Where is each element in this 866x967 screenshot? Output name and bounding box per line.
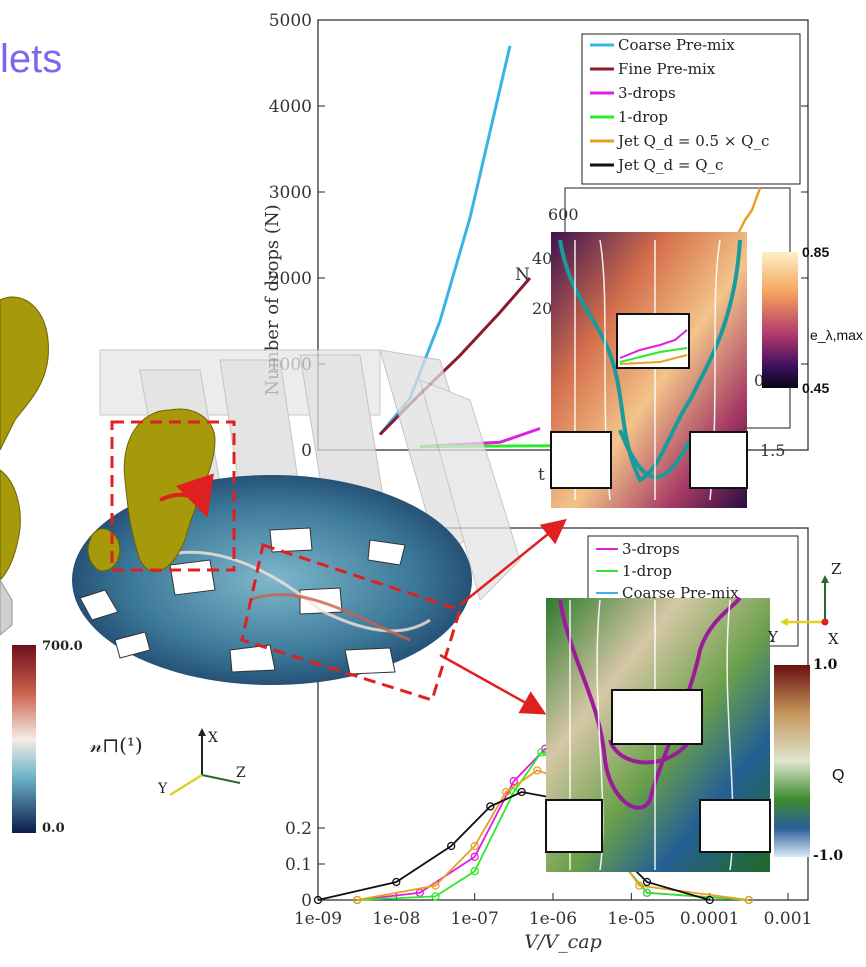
bottom-series-marker [486, 802, 495, 811]
bottom-xtick-label: 1e-07 [451, 909, 499, 929]
droplet-blob [0, 469, 21, 581]
bottom-series-marker [353, 895, 362, 905]
axes-triad-right: Z Y X [767, 560, 841, 648]
colorbar-left-gradient [12, 645, 36, 833]
triad-right-z: Z [831, 560, 841, 578]
bottom-series-marker [744, 895, 753, 905]
field-inset-top [550, 232, 748, 508]
colorbar-right-top-label: e_λ,max [810, 327, 863, 343]
triad-left-y: Y [157, 781, 168, 797]
top-legend-label: 1-drop [618, 108, 668, 126]
bottom-ytick-label: 0 [301, 891, 312, 911]
colorbar-left-min: 0.0 [42, 821, 65, 836]
channel-bar [0, 579, 13, 636]
bottom-xtick-label: 0.0001 [680, 909, 739, 929]
top-legend: Coarse Pre-mix Fine Pre-mix 3-drops 1-drop J… [581, 33, 801, 185]
bottom-series-marker [431, 892, 440, 901]
colorbar-right-bottom-gradient [774, 665, 810, 857]
top-y-label: Number of drops (N) [262, 204, 283, 395]
rotation-arrow [159, 473, 214, 518]
zoom-arrow-top [459, 518, 567, 606]
inset-ytick-600: 600 [548, 205, 579, 224]
zoom-box-left [110, 420, 236, 572]
bottom-xtick-label: 0.001 [764, 909, 813, 929]
colorbar-right-top-min: 0.45 [802, 380, 829, 396]
top-ytick-label: 5000 [269, 11, 312, 31]
bottom-ticks: 1e-09 1e-08 1e-07 1e-06 1e-05 0.0001 0.001 0 0.1… [285, 819, 812, 929]
bottom-ytick-label: 0.1 [285, 855, 312, 875]
colorbar-right-top-gradient [762, 252, 798, 388]
bottom-series-marker [533, 766, 542, 775]
bottom-series-marker [392, 877, 401, 887]
colorbar-right-bottom-min: -1.0 [813, 848, 843, 864]
bottom-series-marker [642, 888, 652, 897]
inset-ytick-20: 20 [532, 299, 552, 318]
bottom-series-marker [635, 881, 644, 890]
bottom-series-marker [313, 895, 323, 905]
bottom-xtick-label: 1e-09 [294, 909, 342, 929]
bottom-series-marker [431, 881, 440, 890]
heading-fragment: lets [0, 37, 62, 81]
droplet-yellow-small [87, 528, 121, 572]
top-ytick-label: 0 [301, 441, 312, 461]
triad-left-x: X [208, 730, 218, 746]
top-ytick-label: 3000 [269, 183, 312, 203]
colorbar-right-bottom: 1.0 -1.0 Q [774, 657, 844, 864]
droplet-blob [0, 296, 49, 451]
bottom-series-marker [705, 895, 714, 905]
colorbar-right-bottom-label: Q [832, 767, 844, 784]
top-legend-label: Fine Pre-mix [618, 60, 716, 78]
bottom-series-marker [470, 867, 479, 876]
triad-right-y: Y [767, 628, 779, 646]
bottom-series-marker [447, 841, 456, 851]
bottom-x-label: V/V_cap [524, 931, 601, 953]
top-legend-label: 3-drops [618, 84, 676, 102]
triad-left-z: Z [236, 765, 246, 781]
top-legend-label: Jet Q_d = Q_c [616, 156, 723, 174]
bottom-xtick-label: 1e-05 [607, 909, 655, 929]
colorbar-right-top: 0.85 0.45 e_λ,max [762, 244, 863, 396]
bottom-xtick-label: 1e-06 [529, 909, 577, 929]
inset-obstacle [611, 689, 703, 745]
bottom-xtick-label: 1e-08 [372, 909, 420, 929]
colorbar-left-label: 𝓃⊓(¹) [90, 733, 143, 757]
inset-jet-half-line [733, 187, 762, 241]
inset-xtick-0: 0 [754, 371, 764, 390]
top-legend-label: Jet Q_d = 0.5 × Q_c [616, 132, 769, 150]
top-ytick-label: 2000 [269, 269, 312, 289]
colorbar-left: 700.0 0.0 𝓃⊓(¹) [12, 639, 143, 836]
axes-triad-left: X Z Y [157, 728, 246, 797]
bottom-legend-label: 3-drops [622, 540, 680, 558]
bottom-legend-label: Coarse Pre-mix [622, 584, 739, 602]
bottom-series-marker [470, 852, 479, 861]
colorbar-right-bottom-max: 1.0 [813, 657, 838, 673]
colorbar-right-top-max: 0.85 [802, 244, 829, 260]
bottom-legend-label: 1-drop [622, 562, 672, 580]
inset-y-label: N [515, 265, 530, 285]
disk-holes [79, 527, 406, 675]
simulation-render [0, 296, 567, 715]
zoom-box-right [240, 543, 462, 702]
bottom-series-marker [501, 787, 511, 797]
inset-ytick-40: 40 [532, 249, 552, 268]
bottom-series-marker [470, 841, 479, 851]
bottom-series-marker [642, 877, 652, 887]
bottom-series-marker [537, 748, 546, 757]
bottom-ytick-label: 0.2 [285, 819, 312, 839]
field-inset-bottom [545, 596, 771, 872]
bottom-series-marker [517, 787, 526, 797]
colorbar-left-max: 700.0 [42, 639, 83, 654]
inset-xtick-1-5: 1.5 [760, 441, 785, 460]
top-ytick-label: 4000 [269, 97, 312, 117]
triad-right-x: X [828, 630, 839, 648]
zoom-arrow-bottom [439, 653, 547, 715]
top-legend-label: Coarse Pre-mix [618, 36, 735, 54]
bottom-series-marker [509, 777, 518, 786]
